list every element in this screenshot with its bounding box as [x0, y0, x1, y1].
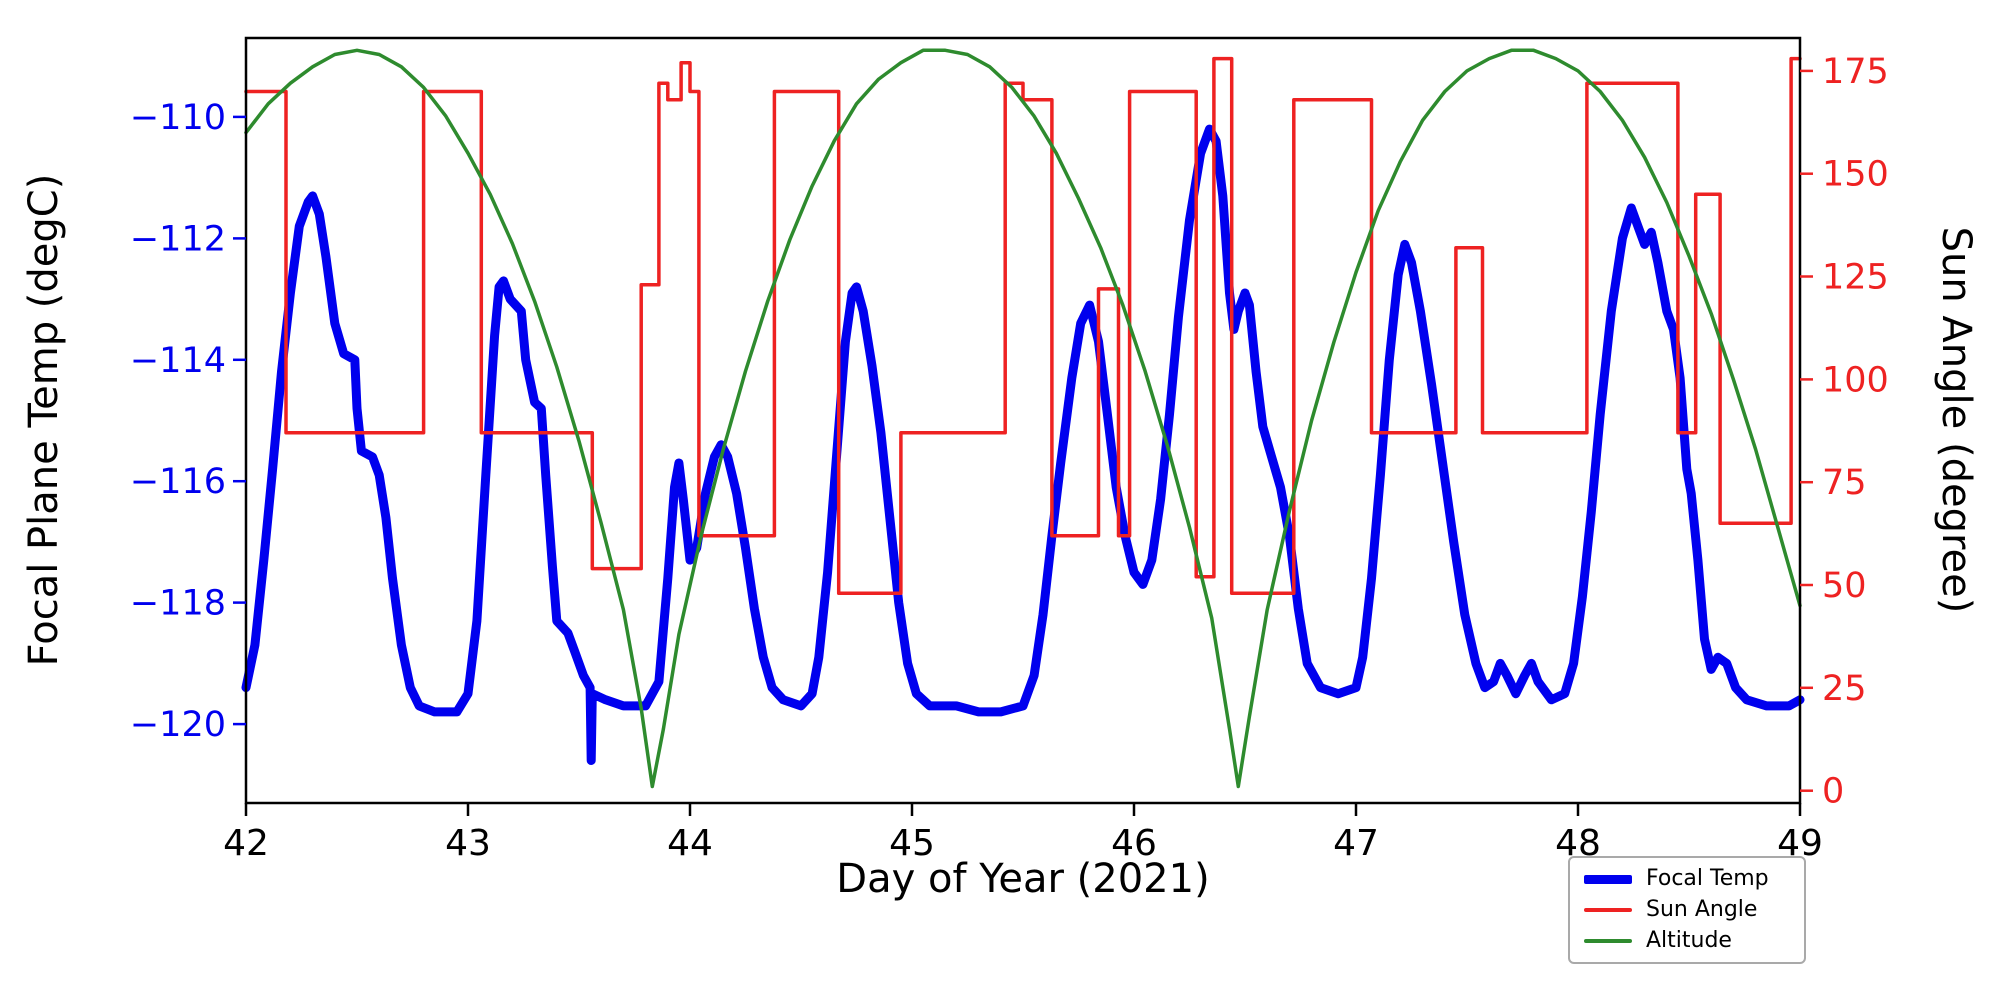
legend-label-focal-temp: Focal Temp [1646, 866, 1769, 891]
series-focal-temp [241, 124, 1805, 765]
left-y-tick-label: −118 [130, 584, 226, 624]
legend-item-focal-temp: Focal Temp [1584, 868, 1790, 890]
x-tick-label: 44 [667, 823, 713, 864]
plot-border [244, 36, 1802, 805]
focal-temp-line-swatch [1584, 874, 1632, 884]
series-sun-angle [244, 56, 1802, 595]
legend-label-altitude: Altitude [1646, 928, 1732, 953]
right-y-tick-label: 25 [1822, 669, 1867, 709]
legend-item-sun-angle: Sun Angle [1584, 899, 1790, 921]
left-y-axis-label: Focal Plane Temp (degC) [21, 173, 67, 667]
series-altitude [244, 48, 1802, 789]
right-y-tick-label: 175 [1822, 52, 1889, 92]
x-tick-label: 43 [445, 823, 491, 864]
left-y-tick-label: −110 [130, 98, 226, 138]
x-tick-label: 45 [889, 823, 935, 864]
right-y-tick-label: 0 [1822, 772, 1844, 812]
legend: Focal Temp Sun Angle Altitude [1568, 856, 1806, 964]
right-y-tick-label: 100 [1822, 360, 1889, 400]
x-tick-label: 47 [1333, 823, 1379, 864]
sun-angle-line-swatch [1584, 908, 1632, 912]
altitude-line-swatch [1584, 939, 1632, 943]
right-y-tick-label: 125 [1822, 258, 1889, 298]
left-y-tick-label: −116 [130, 462, 226, 502]
legend-item-altitude: Altitude [1584, 930, 1790, 952]
right-y-tick-label: 50 [1822, 566, 1867, 606]
left-y-tick-label: −114 [130, 341, 226, 381]
right-y-tick-label: 75 [1822, 463, 1867, 503]
right-y-axis-label: Sun Angle (degree) [1933, 226, 1979, 614]
legend-label-sun-angle: Sun Angle [1646, 897, 1758, 922]
x-tick-label: 46 [1111, 823, 1157, 864]
left-y-tick-label: −120 [130, 705, 226, 745]
right-y-tick-label: 150 [1822, 155, 1889, 195]
x-tick-label: 42 [223, 823, 269, 864]
left-y-tick-label: −112 [130, 219, 226, 259]
x-axis-label: Day of Year (2021) [836, 856, 1210, 902]
